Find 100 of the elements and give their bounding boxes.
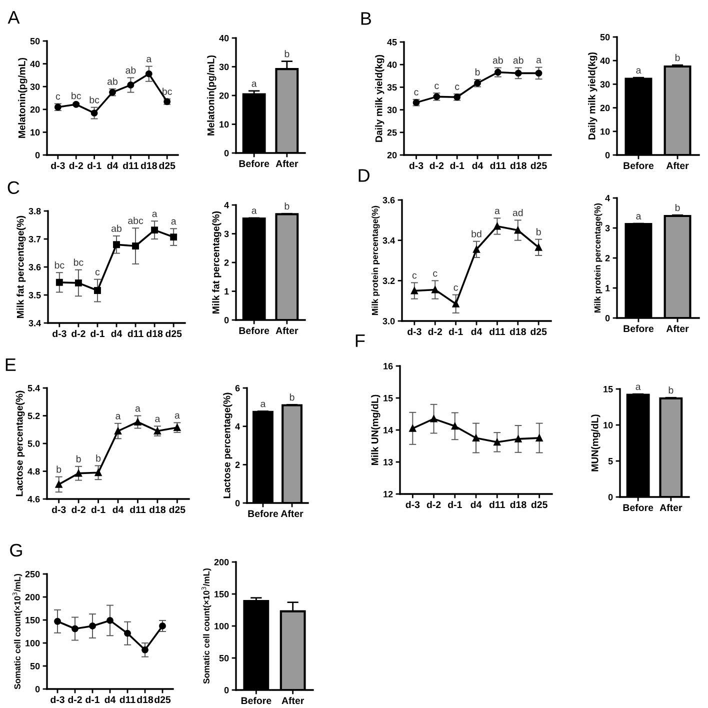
- annotation: a: [174, 413, 180, 419]
- x-tick-label: d18: [140, 162, 157, 170]
- x-tick-label: d18: [137, 696, 154, 704]
- y-tick-label: 4: [605, 195, 610, 202]
- x-tick-label: d-3: [409, 162, 424, 170]
- x-tick-label: After: [660, 504, 682, 512]
- x-tick-label: d-3: [406, 500, 420, 508]
- x-tick-label: d4: [472, 162, 484, 170]
- x-tick-label: d-1: [87, 162, 102, 170]
- y-axis-title: Lactose percentage(%): [223, 392, 232, 498]
- y-tick-label: 150: [214, 590, 229, 598]
- annotation: bc: [54, 261, 64, 269]
- y-tick-label: 100: [214, 622, 229, 630]
- x-tick-label: d-2: [72, 506, 86, 514]
- y-axis-title: Somatic cell count(×10$^{3}$/mL): [202, 568, 212, 684]
- x-tick-label: d-2: [428, 328, 442, 336]
- y-axis-title: Daily milk yield(kg): [588, 52, 598, 140]
- annotation: c: [56, 94, 60, 100]
- annotation: c: [455, 84, 460, 90]
- y-axis-title: Melatonin(pg/mL): [18, 58, 28, 138]
- y-tick-label: 0: [224, 686, 229, 694]
- x-tick-label: d11: [489, 328, 506, 336]
- annotation: c: [412, 273, 417, 279]
- x-tick-label: d-1: [90, 330, 104, 338]
- y-tick-label: 14: [384, 427, 394, 434]
- y-tick-label: 0: [35, 152, 40, 158]
- x-tick-label: d25: [159, 162, 176, 170]
- y-tick-label: 4: [235, 423, 240, 430]
- x-tick-label: d-2: [430, 162, 444, 170]
- x-tick-label: d18: [510, 162, 526, 170]
- x-tick-label: Before: [624, 324, 654, 332]
- text: C: [8, 181, 20, 194]
- text: D: [358, 169, 370, 182]
- x-tick-label: d-1: [450, 162, 464, 170]
- annotation: c: [454, 285, 458, 291]
- x-tick-label: Before: [623, 504, 654, 512]
- annotation: b: [290, 394, 294, 401]
- y-tick-label: 200: [214, 558, 229, 566]
- y-tick-label: 4.6: [28, 496, 40, 502]
- annotation: a: [636, 384, 641, 390]
- y-tick-label: 50: [30, 38, 40, 44]
- x-tick-label: d-2: [68, 696, 82, 704]
- annotation: b: [56, 466, 62, 473]
- annotation: b: [96, 454, 101, 462]
- annotation: abc: [128, 216, 144, 224]
- x-tick-label: Before: [248, 510, 278, 518]
- x-tick-label: d11: [128, 330, 144, 338]
- y-tick-label: 250: [25, 570, 40, 578]
- y-tick-label: 0: [605, 314, 610, 322]
- annotation: bc: [90, 96, 100, 104]
- y-tick-label: 3: [605, 224, 610, 232]
- x-tick-label: d11: [130, 506, 146, 514]
- y-tick-label: 30: [219, 64, 229, 70]
- x-tick-label: d11: [490, 162, 506, 170]
- x-tick-label: After: [280, 510, 304, 518]
- x-tick-label: After: [276, 326, 298, 334]
- y-tick-label: 3.4: [382, 237, 396, 244]
- x-tick-label: d4: [470, 500, 482, 508]
- y-tick-label: 3.0: [382, 318, 395, 324]
- y-tick-label: 3.5: [28, 292, 41, 298]
- y-tick-label: 15: [604, 386, 613, 392]
- annotation: a: [636, 68, 642, 74]
- x-tick-label: d-1: [91, 506, 106, 514]
- annotation: a: [155, 416, 160, 422]
- x-tick-label: d25: [530, 162, 547, 170]
- x-tick-label: Before: [241, 696, 272, 704]
- y-tick-label: 2: [224, 259, 229, 266]
- y-tick-label: 50: [219, 654, 229, 662]
- annotation: b: [475, 68, 480, 76]
- y-tick-label: 3.2: [382, 278, 395, 284]
- y-tick-label: 12: [384, 490, 393, 498]
- x-tick-label: d18: [149, 506, 166, 514]
- x-tick-label: d-1: [448, 328, 463, 336]
- y-tick-label: 30: [387, 106, 397, 114]
- y-axis-title: MUN(mg/dL): [591, 414, 600, 472]
- annotation: b: [284, 50, 290, 58]
- y-tick-label: 0: [35, 686, 40, 692]
- x-tick-label: d18: [510, 328, 526, 336]
- annotation: bc: [74, 258, 84, 266]
- x-tick-label: d11: [120, 696, 136, 704]
- y-tick-label: 5.4: [28, 385, 40, 392]
- y-tick-label: 40: [219, 34, 229, 42]
- annotation: b: [675, 54, 680, 62]
- y-tick-label: 3.6: [382, 196, 395, 204]
- y-tick-label: 13: [384, 458, 393, 466]
- annotation: b: [284, 202, 290, 210]
- x-tick-label: d4: [104, 696, 116, 704]
- x-tick-label: d25: [169, 506, 186, 514]
- y-axis-title: Lactose percentage(%): [16, 390, 25, 496]
- y-tick-label: 50: [30, 662, 40, 670]
- y-tick-label: 0: [605, 152, 610, 158]
- annotation: ab: [513, 56, 524, 64]
- x-tick-label: d4: [471, 328, 482, 336]
- y-tick-label: 15: [384, 395, 393, 402]
- y-tick-label: 0: [608, 494, 613, 500]
- annotation: a: [252, 82, 257, 87]
- y-tick-label: 4.8: [28, 468, 40, 475]
- annotation: c: [95, 270, 100, 276]
- annotation: ab: [492, 56, 503, 64]
- x-tick-label: d-3: [50, 696, 64, 704]
